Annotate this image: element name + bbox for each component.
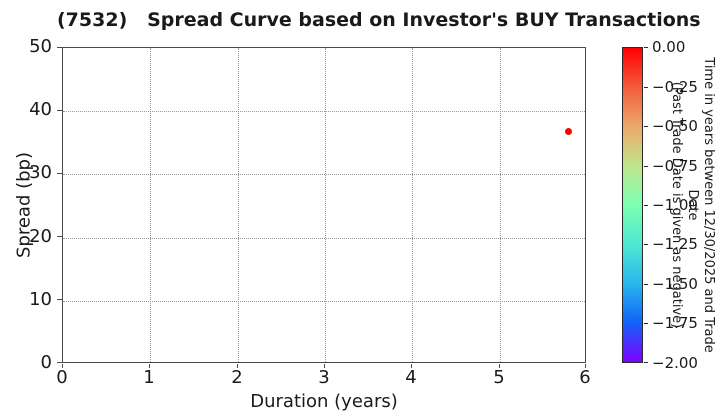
- x-tick-mark: [585, 364, 586, 368]
- y-tick-label: 0: [40, 352, 52, 373]
- colorbar-tick-mark: [644, 87, 648, 88]
- chart-title: (7532) Spread Curve based on Investor's …: [57, 9, 701, 31]
- y-tick-mark: [57, 173, 62, 174]
- colorbar-tick-mark: [644, 362, 648, 363]
- gridline-horizontal: [63, 111, 585, 112]
- gridline-horizontal: [63, 174, 585, 175]
- y-tick-mark: [57, 110, 62, 111]
- colorbar-tick-label: −0.50: [652, 117, 698, 135]
- colorbar-tick-mark: [644, 47, 648, 48]
- gridline-vertical: [325, 48, 326, 362]
- colorbar-tick-label: −1.25: [652, 235, 698, 253]
- x-tick-mark: [499, 364, 500, 368]
- colorbar-label-line1: Time in years between 12/30/2025 and Tra…: [685, 57, 716, 353]
- y-tick-mark: [57, 299, 62, 300]
- x-axis-label: Duration (years): [250, 391, 398, 412]
- x-tick-mark: [411, 364, 412, 368]
- colorbar-tick-label: −1.00: [652, 196, 698, 214]
- x-tick-label: 5: [493, 367, 505, 388]
- x-tick-label: 0: [56, 367, 68, 388]
- y-tick-label: 30: [29, 162, 52, 183]
- x-tick-label: 2: [231, 367, 243, 388]
- colorbar-tick-mark: [644, 244, 648, 245]
- colorbar-label-line2: (Past Trade Date is given as negative): [669, 81, 684, 329]
- colorbar-tick-mark: [644, 205, 648, 206]
- colorbar-tick-mark: [644, 126, 648, 127]
- gridline-vertical: [238, 48, 239, 362]
- colorbar-tick-label: −1.50: [652, 275, 698, 293]
- y-tick-label: 20: [29, 226, 52, 247]
- colorbar-tick-mark: [644, 323, 648, 324]
- gridline-vertical: [500, 48, 501, 362]
- colorbar-tick-label: −1.75: [652, 314, 698, 332]
- gridline-vertical: [412, 48, 413, 362]
- x-tick-label: 1: [143, 367, 155, 388]
- x-tick-mark: [237, 364, 238, 368]
- y-tick-label: 50: [29, 36, 52, 57]
- y-tick-mark: [57, 47, 62, 48]
- x-tick-mark: [149, 364, 150, 368]
- colorbar-tick-mark: [644, 284, 648, 285]
- gridline-vertical: [150, 48, 151, 362]
- plot-area: [62, 47, 586, 363]
- gridline-horizontal: [63, 238, 585, 239]
- colorbar-label: Time in years between 12/30/2025 and Tra…: [668, 47, 716, 363]
- x-tick-label: 4: [405, 367, 417, 388]
- y-tick-mark: [57, 236, 62, 237]
- gridline-horizontal: [63, 301, 585, 302]
- colorbar-tick-label: −0.75: [652, 157, 698, 175]
- colorbar-tick-label: −2.00: [652, 354, 698, 372]
- x-tick-mark: [324, 364, 325, 368]
- colorbar-tick-label: −0.25: [652, 78, 698, 96]
- y-tick-label: 10: [29, 289, 52, 310]
- data-point: [565, 128, 572, 135]
- y-tick-label: 40: [29, 99, 52, 120]
- colorbar-tick-label: 0.00: [652, 38, 686, 56]
- colorbar: [622, 47, 643, 363]
- x-tick-mark: [62, 364, 63, 368]
- y-tick-mark: [57, 362, 62, 363]
- x-tick-label: 3: [318, 367, 330, 388]
- x-tick-label: 6: [579, 367, 591, 388]
- colorbar-tick-mark: [644, 166, 648, 167]
